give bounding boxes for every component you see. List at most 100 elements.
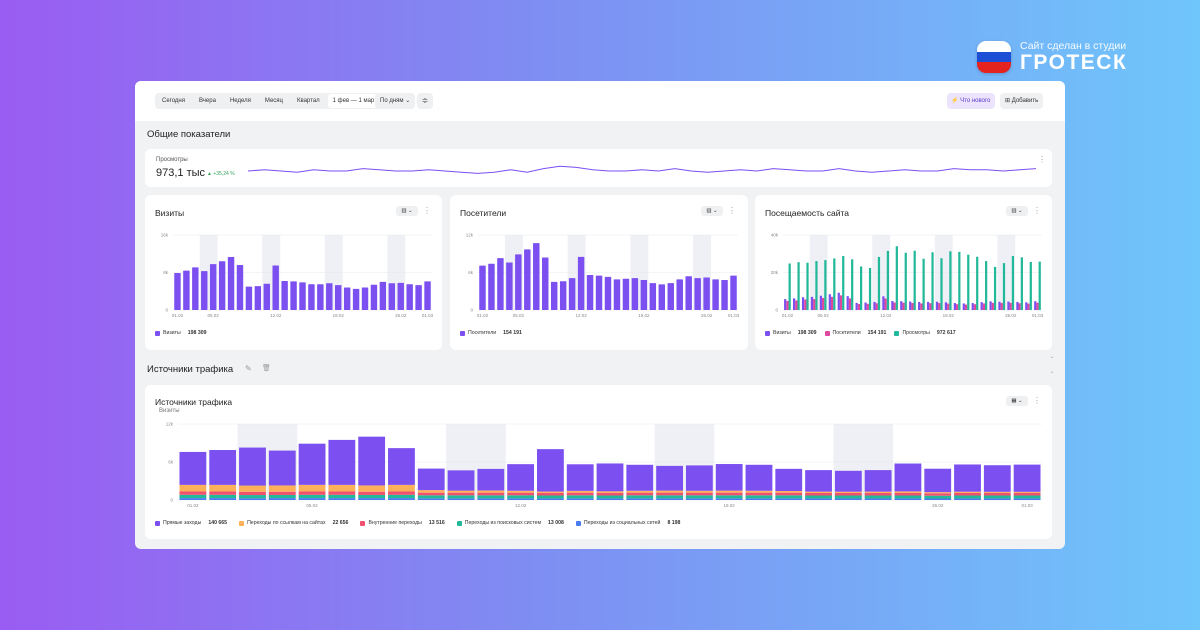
- more-icon[interactable]: ⋮: [728, 206, 736, 215]
- x-tick-label: 26.02: [395, 313, 407, 318]
- legend-item[interactable]: Просмотры 972 617: [894, 330, 956, 336]
- bar: [1016, 301, 1019, 310]
- legend-item[interactable]: Визиты 198 309: [155, 330, 207, 336]
- chart-type-button[interactable]: ▥ ⌄: [701, 206, 723, 216]
- bar-segment: [358, 491, 386, 495]
- bar: [940, 258, 943, 310]
- bar: [326, 283, 333, 310]
- bar: [479, 265, 486, 310]
- legend-total: 8 198: [667, 520, 681, 526]
- bar: [721, 280, 728, 310]
- bar: [918, 301, 921, 310]
- bar: [667, 283, 674, 310]
- views-value: 973,1 тыс: [156, 167, 206, 179]
- legend-item[interactable]: Посетители 154 191: [824, 330, 886, 336]
- bar-segment: [834, 495, 862, 499]
- bar-segment: [775, 468, 803, 492]
- trash-icon[interactable]: 🗑: [262, 365, 271, 372]
- add-widget-button[interactable]: ⊞ Добавить: [1000, 93, 1044, 109]
- legend-item[interactable]: Переходы из социальных сетей 8 198: [575, 520, 681, 526]
- period-month[interactable]: Месяц: [264, 98, 283, 104]
- bar-segment: [805, 498, 832, 500]
- x-tick-label: 05.02: [818, 313, 830, 318]
- bar: [550, 281, 558, 310]
- whats-new-button[interactable]: ⚡ Что нового: [947, 93, 996, 109]
- bar-segment: [924, 493, 952, 496]
- period-yesterday[interactable]: Вчера: [199, 98, 216, 104]
- bar: [884, 298, 887, 310]
- bar-segment: [388, 484, 415, 492]
- bar: [795, 300, 798, 310]
- more-icon[interactable]: ⋮: [423, 206, 431, 215]
- legend-label: Визиты: [773, 330, 791, 336]
- x-tick-label: 26.02: [932, 503, 944, 508]
- bar: [851, 259, 854, 310]
- bar: [909, 301, 912, 310]
- bar: [824, 260, 827, 310]
- bar-segment: [447, 490, 475, 493]
- legend-item[interactable]: Переходы по ссылкам на сайтах 22 656: [239, 520, 348, 526]
- legend-item[interactable]: Посетители 154 191: [460, 330, 522, 336]
- bar-segment: [298, 484, 326, 492]
- settings-button[interactable]: ≑: [417, 93, 433, 109]
- x-tick-label: 01.02: [187, 503, 199, 508]
- bar: [886, 250, 890, 310]
- period-quarter[interactable]: Квартал: [296, 98, 320, 104]
- x-tick-label: 01.02: [782, 313, 794, 318]
- chart-type-button[interactable]: ▥ ⌄: [1006, 206, 1028, 216]
- bar: [900, 301, 903, 310]
- bar-segment: [1013, 492, 1041, 496]
- bar-segment: [983, 495, 1011, 499]
- x-tick-label: 05.02: [513, 313, 525, 318]
- toolbar: Сегодня Вчера Неделя Месяц Квартал 1 фев…: [135, 81, 1065, 121]
- grouping-select[interactable]: По дням ⌄: [375, 93, 416, 109]
- bar-segment: [864, 492, 892, 496]
- scroll-down-icon[interactable]: ⌄: [1049, 369, 1055, 375]
- bar-segment: [834, 498, 862, 500]
- more-icon[interactable]: ⋮: [1033, 396, 1041, 405]
- bar-segment: [417, 490, 445, 493]
- pencil-icon[interactable]: ✎: [245, 364, 252, 373]
- legend-total: 13 516: [428, 520, 445, 526]
- bar: [991, 302, 994, 310]
- bar: [1000, 303, 1003, 310]
- lightning-icon: ⚡: [951, 98, 959, 104]
- bar-segment: [656, 490, 683, 493]
- chart-type-button[interactable]: ▥ ⌄: [396, 206, 418, 216]
- visits-card: Визиты ▥ ⌄ ⋮ 0 8k 16k 01.02 05.02 12.02 19.02 2…: [145, 195, 442, 350]
- bar: [631, 278, 639, 310]
- x-tick-label: 01.03: [1021, 503, 1033, 508]
- bar: [922, 258, 925, 310]
- period-today[interactable]: Сегодня: [162, 98, 185, 104]
- bar-segment: [596, 491, 624, 493]
- bar-segment: [626, 464, 654, 491]
- visitors-chart: 0 6k 12k 01.02 05.02 12.02 19.02 26.02 01.03: [466, 233, 740, 319]
- more-icon[interactable]: ⋮: [1033, 206, 1041, 215]
- x-tick-label: 05.02: [208, 313, 220, 318]
- period-week[interactable]: Неделя: [229, 98, 251, 104]
- bar-segment: [596, 463, 624, 492]
- bar-segment: [537, 492, 564, 496]
- bar-segment: [507, 498, 535, 500]
- bar: [622, 278, 630, 310]
- bar: [891, 301, 894, 310]
- bar-segment: [537, 491, 564, 493]
- legend-item[interactable]: Переходы из поисковых систем 13 008: [456, 520, 564, 526]
- bar: [388, 283, 396, 310]
- visits-chart: 0 8k 16k 01.02 05.02 12.02 19.02 26.02 01.03: [161, 233, 434, 319]
- legend-swatch: [460, 330, 465, 336]
- bar-chart-icon: ▥ ⌄: [1011, 208, 1023, 214]
- bar: [866, 303, 869, 310]
- legend-item[interactable]: Визиты 198 309: [765, 330, 817, 336]
- legend-item[interactable]: Внутренние переходы 13 516: [360, 520, 445, 526]
- y-tick-label: 20k: [771, 270, 779, 275]
- legend-swatch: [456, 520, 462, 526]
- bar: [839, 295, 843, 310]
- more-icon[interactable]: ⋮: [1038, 155, 1046, 164]
- scroll-up-icon[interactable]: ⌃: [1049, 357, 1055, 363]
- visitors-legend: Посетители 154 191: [460, 330, 522, 336]
- legend-item[interactable]: Прямые заходы 140 665: [155, 520, 227, 526]
- legend-label: Переходы из поисковых систем: [464, 520, 542, 526]
- chart-type-button[interactable]: ▦ ⌄: [1006, 396, 1028, 406]
- bar: [201, 271, 208, 310]
